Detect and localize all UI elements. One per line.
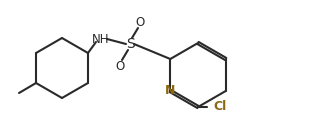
Text: O: O bbox=[135, 15, 145, 28]
Text: S: S bbox=[126, 37, 134, 51]
Text: Cl: Cl bbox=[213, 100, 226, 113]
Text: NH: NH bbox=[92, 32, 110, 46]
Text: O: O bbox=[115, 60, 125, 73]
Text: N: N bbox=[165, 84, 175, 98]
